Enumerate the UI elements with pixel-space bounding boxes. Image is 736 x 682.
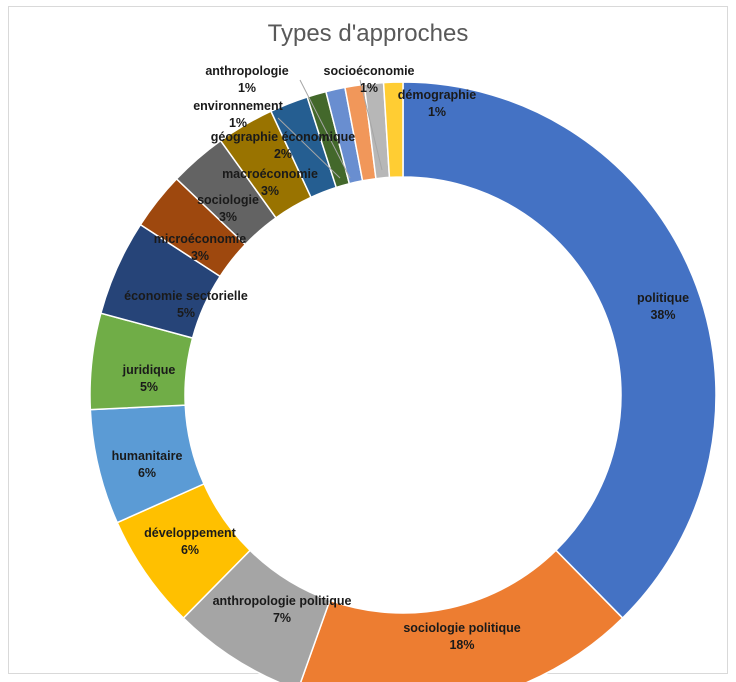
data-label: démographie 1% xyxy=(398,88,477,119)
data-label: macroéconomie 3% xyxy=(222,167,318,198)
slice-démographie xyxy=(382,81,404,179)
slice-politique xyxy=(402,81,717,620)
chart-title: Types d'approches xyxy=(267,20,469,47)
data-label: microéconomie 3% xyxy=(154,232,246,263)
data-label: humanitaire 6% xyxy=(112,449,183,480)
leader-line xyxy=(359,79,383,171)
leader-line xyxy=(299,79,351,179)
data-label: géographie économique 2% xyxy=(211,130,356,161)
data-label: socioéconomie 1% xyxy=(324,64,415,95)
leader-line xyxy=(277,117,341,179)
data-label: politique 38% xyxy=(637,291,689,322)
data-label: anthropologie 1% xyxy=(205,64,288,95)
data-label: environnement 1% xyxy=(193,99,283,130)
data-label: développement 6% xyxy=(144,526,237,557)
data-label: sociologie 3% xyxy=(197,193,259,224)
slice-sociologie-politique xyxy=(299,549,624,682)
data-label: anthropologie politique 7% xyxy=(213,594,352,625)
data-label: économie sectorielle 5% xyxy=(124,289,248,320)
data-label: juridique 5% xyxy=(122,363,176,394)
data-label: sociologie politique 18% xyxy=(403,621,520,652)
